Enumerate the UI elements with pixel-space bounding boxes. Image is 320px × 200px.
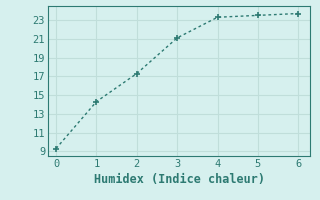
X-axis label: Humidex (Indice chaleur): Humidex (Indice chaleur): [94, 173, 265, 186]
